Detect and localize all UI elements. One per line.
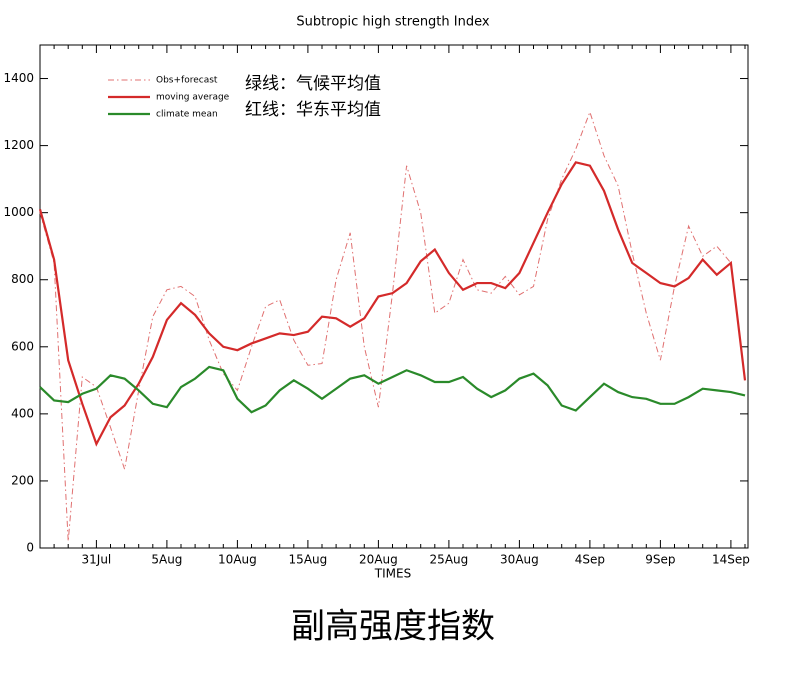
y-tick-label: 1000 [3, 205, 34, 219]
annotation: 红线：华东平均值 [245, 100, 381, 120]
x-tick-label: 31Jul [82, 553, 112, 567]
y-tick-label: 200 [11, 473, 34, 487]
x-tick-label: 5Aug [151, 553, 182, 567]
y-tick-label: 1400 [3, 71, 34, 85]
data-line [39, 365, 746, 414]
x-tick-label: 14Sep [712, 553, 750, 567]
x-tick-label: 25Aug [430, 553, 469, 567]
x-tick-label: 9Sep [645, 553, 675, 567]
x-tick-label: 4Sep [575, 553, 605, 567]
x-tick-label: 15Aug [289, 553, 328, 567]
legend-label: Obs+forecast [156, 76, 218, 86]
x-tick-label: 30Aug [500, 553, 539, 567]
x-axis-label: TIMES [374, 567, 411, 581]
plot-frame [39, 44, 749, 549]
caption: 副高强度指数 [291, 607, 495, 647]
legend-label: climate mean [156, 110, 218, 120]
legend-label: moving average [156, 93, 230, 103]
y-tick-label: 600 [11, 339, 34, 353]
y-tick-label: 1200 [3, 138, 34, 152]
chart-title: Subtropic high strength Index [296, 15, 489, 30]
x-tick-label: 10Aug [218, 553, 257, 567]
y-tick-label: 400 [11, 406, 34, 420]
data-line [38, 161, 747, 447]
y-tick-label: 800 [11, 272, 34, 286]
x-tick-label: 20Aug [359, 553, 398, 567]
annotation: 绿线：气候平均值 [245, 74, 381, 94]
y-tick-label: 0 [26, 541, 34, 555]
data-line [39, 110, 746, 542]
